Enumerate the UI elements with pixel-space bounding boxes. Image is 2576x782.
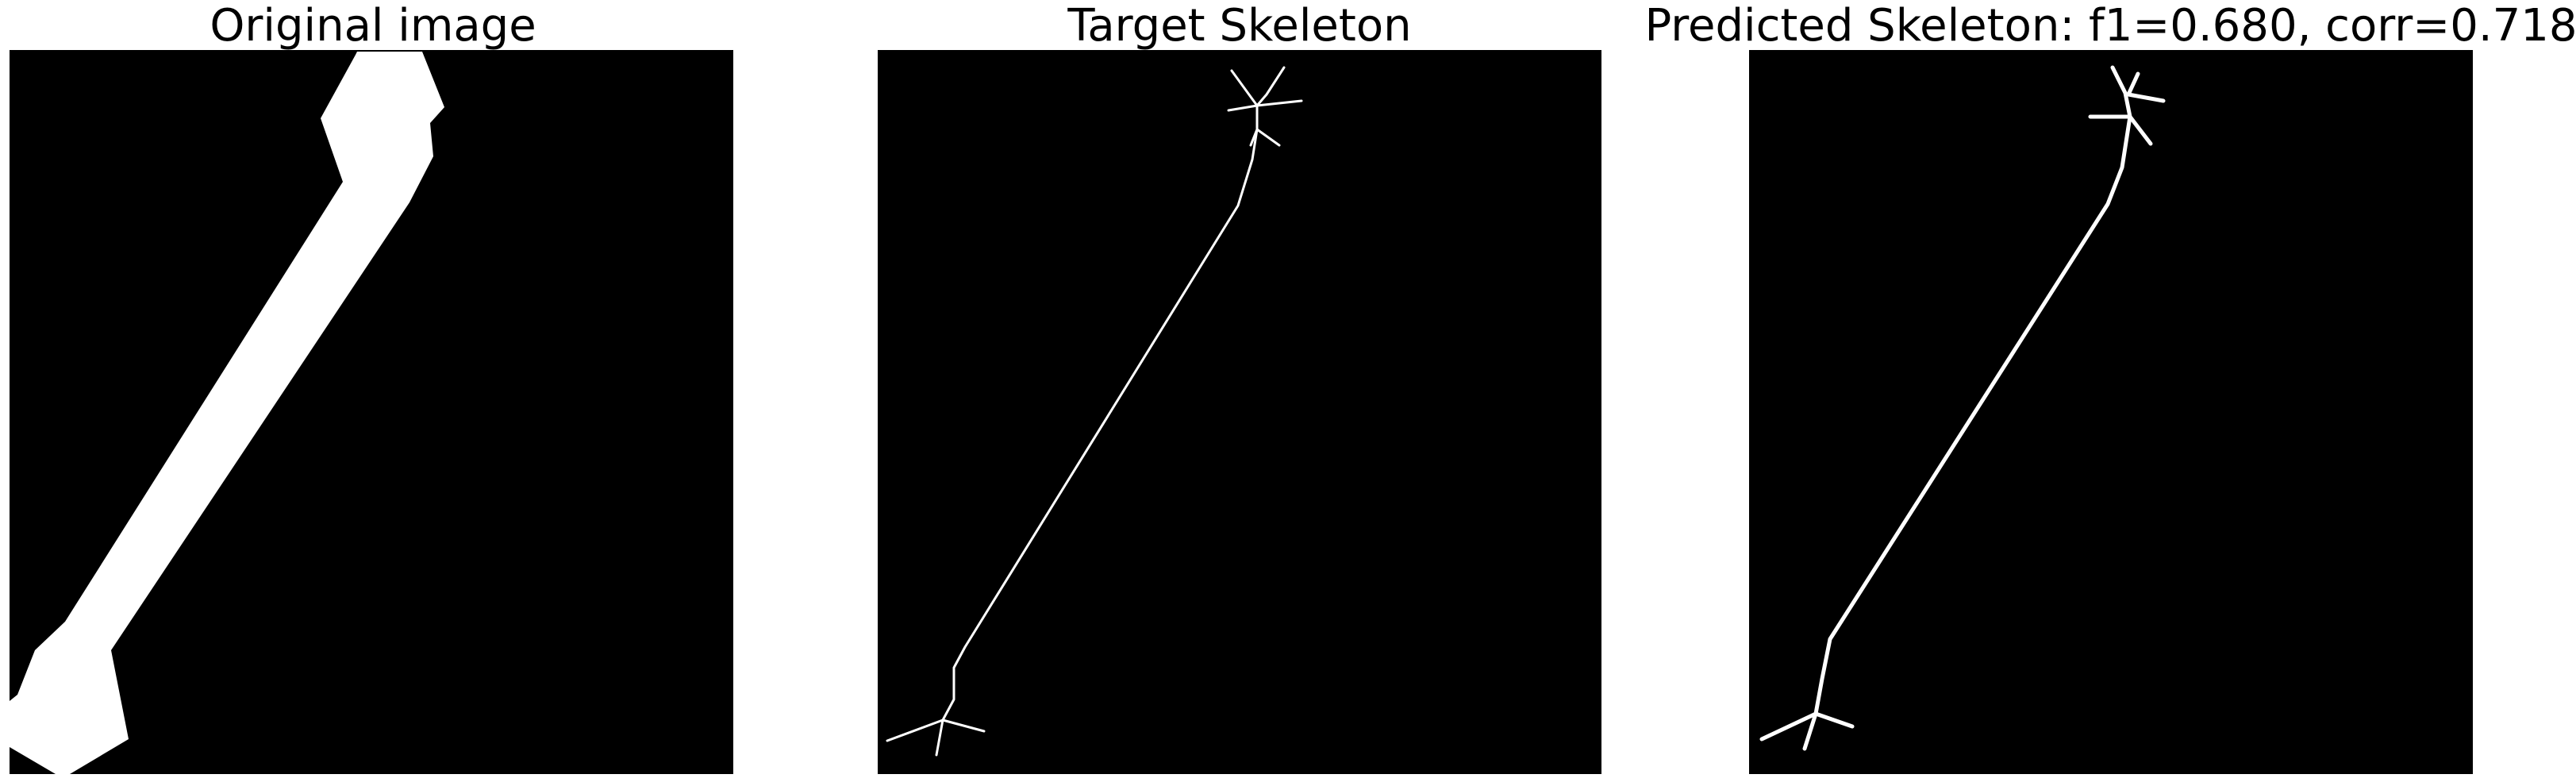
- original-image-panel: [10, 50, 733, 774]
- predicted-skeleton-top-branches: [2088, 65, 2166, 146]
- panel-title-original-image: Original image: [210, 0, 536, 52]
- predicted-skeleton-main-branch: [1813, 114, 2132, 716]
- predicted-skeleton-bottom-branches: [1759, 711, 1855, 751]
- target-skeleton-image: [878, 50, 1601, 774]
- original-white-shape: [10, 52, 444, 774]
- panel-title-target-skeleton: Target Skeleton: [1067, 0, 1412, 52]
- predicted-skeleton-image: [1749, 50, 2473, 774]
- panel-title-predicted-skeleton: Predicted Skeleton: f1=0.680, corr=0.718: [1644, 0, 2576, 52]
- target-skeleton-top-branches: [1227, 66, 1303, 147]
- original-shape-image: [10, 50, 733, 774]
- target-skeleton-panel: [878, 50, 1601, 774]
- target-skeleton-bottom-branches: [886, 718, 986, 757]
- predicted-skeleton-panel: [1749, 50, 2473, 774]
